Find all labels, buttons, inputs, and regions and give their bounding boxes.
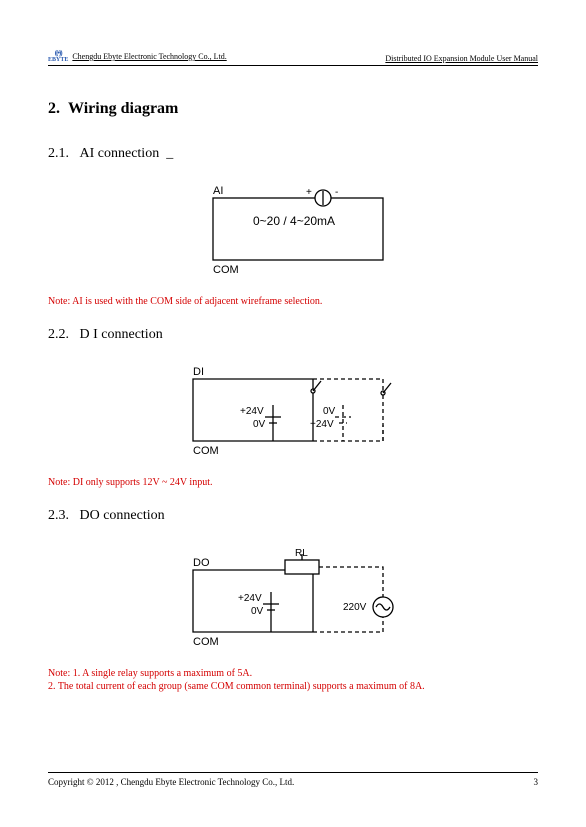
do-note-2: 2. The total current of each group (same…: [48, 681, 538, 692]
cursor-icon: _: [163, 146, 174, 161]
antenna-icon: ((•)): [55, 50, 62, 57]
l1b: 0V: [251, 606, 264, 617]
l2: 220V: [343, 602, 367, 613]
sub-number: 2.2.: [48, 327, 69, 342]
header: ((•)) EBYTE Chengdu Ebyte Electronic Tec…: [48, 50, 538, 66]
document-title: Distributed IO Expansion Module User Man…: [385, 54, 538, 63]
l1a: +24V: [240, 406, 264, 417]
di-diagram: DI COM +24V 0V 0V +24V: [48, 361, 538, 461]
subsection-2-3: 2.3. DO connection: [48, 508, 538, 524]
l1a: +24V: [238, 593, 262, 604]
ai-note: Note: AI is used with the COM side of ad…: [48, 296, 538, 307]
company-name: Chengdu Ebyte Electronic Technology Co.,…: [72, 52, 226, 61]
section-number: 2.: [48, 100, 60, 117]
sub-number: 2.3.: [48, 508, 69, 523]
minus-label: -: [335, 187, 338, 198]
di-note: Note: DI only supports 12V ~ 24V input.: [48, 477, 538, 488]
header-left: ((•)) EBYTE Chengdu Ebyte Electronic Tec…: [48, 50, 227, 63]
com-label: COM: [213, 264, 239, 276]
ai-diagram: AI COM 0~20 / 4~20mA + -: [48, 180, 538, 280]
sub-number: 2.1.: [48, 146, 69, 161]
sub-title: AI connection: [80, 146, 160, 161]
l2a: 0V: [323, 406, 336, 417]
copyright: Copyright © 2012 , Chengdu Ebyte Electro…: [48, 777, 294, 787]
rl-label: RL: [295, 548, 308, 559]
com-label: COM: [193, 636, 219, 648]
logo: ((•)) EBYTE: [48, 50, 68, 63]
do-note-1: Note: 1. A single relay supports a maxim…: [48, 668, 538, 679]
section-heading: 2. Wiring diagram: [48, 100, 538, 118]
sub-title: DO connection: [80, 508, 165, 523]
logo-brand: EBYTE: [48, 57, 68, 63]
di-label: DI: [193, 366, 204, 378]
page: ((•)) EBYTE Chengdu Ebyte Electronic Tec…: [0, 0, 586, 827]
ai-label: AI: [213, 185, 223, 197]
subsection-2-1: 2.1. AI connection _: [48, 146, 538, 162]
com-label: COM: [193, 445, 219, 457]
do-label: DO: [193, 557, 210, 569]
subsection-2-2: 2.2. D I connection: [48, 327, 538, 343]
page-number: 3: [534, 777, 539, 787]
l2b: +24V: [310, 419, 334, 430]
range-label: 0~20 / 4~20mA: [253, 214, 335, 228]
sub-title: D I connection: [80, 327, 163, 342]
l1b: 0V: [253, 419, 266, 430]
plus-label: +: [306, 187, 312, 198]
section-title: Wiring diagram: [68, 100, 178, 117]
do-diagram: DO COM RL +24V 0V 220V: [48, 542, 538, 652]
footer: Copyright © 2012 , Chengdu Ebyte Electro…: [48, 772, 538, 787]
